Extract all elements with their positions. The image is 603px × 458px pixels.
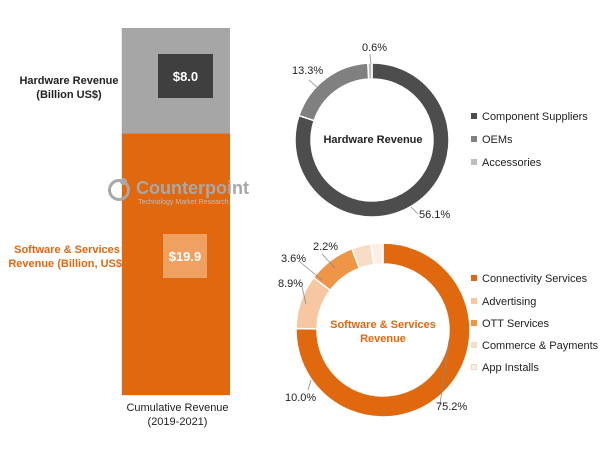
software-slice-app-installs	[370, 242, 384, 266]
legend-label: App Installs	[482, 362, 539, 374]
sw-pct-advertising: 10.0%	[285, 392, 317, 404]
sw-center-line2: Revenue	[360, 333, 406, 345]
x-label-line2: (2019-2021)	[147, 416, 208, 428]
legend-swatch	[471, 275, 477, 281]
hw-pct-accessories: 0.6%	[362, 42, 388, 54]
hardware-slice-component-suppliers	[294, 62, 450, 218]
hardware-slice-accessories	[367, 62, 373, 80]
hardware-value-label: $8.0	[158, 54, 213, 98]
legend-commerce-payments: Commerce & Payments	[471, 339, 598, 353]
legend-app-installs: App Installs	[471, 361, 539, 375]
legend-connectivity-services: Connectivity Services	[471, 272, 587, 286]
legend-oems: OEMs	[471, 133, 513, 147]
legend-label: Component Suppliers	[482, 111, 588, 123]
legend-swatch	[471, 320, 477, 326]
hardware-donut-center-label: Hardware Revenue	[323, 134, 423, 146]
brand-logo-dot	[120, 178, 127, 185]
software-label-line2: Revenue (Billion, US$)	[8, 258, 126, 270]
legend-label: OTT Services	[482, 318, 550, 330]
legend-swatch	[471, 159, 477, 165]
x-label-line1: Cumulative Revenue	[126, 402, 229, 414]
legend-component-suppliers: Component Suppliers	[471, 110, 588, 124]
sw-leader-advertising	[307, 379, 312, 391]
sw-leader-commerce	[299, 261, 323, 281]
legend-label: Commerce & Payments	[482, 340, 599, 352]
legend-label: OEMs	[482, 134, 513, 146]
sw-center-line1: Software & Services	[330, 319, 436, 331]
hw-leader-component	[410, 206, 419, 215]
sw-leader-connectivity	[439, 339, 450, 405]
sw-leader-app-installs	[321, 253, 336, 269]
legend-swatch	[471, 113, 477, 119]
hw-pct-component-suppliers: 56.1%	[419, 209, 451, 221]
hw-leader-accessories	[369, 53, 372, 65]
legend-swatch	[471, 298, 477, 304]
hw-pct-oems: 13.3%	[292, 65, 324, 77]
hardware-donut	[294, 62, 450, 218]
brand-tagline: Technology Market Research	[138, 199, 229, 206]
software-donut-center-label: Software & Services Revenue	[318, 318, 448, 346]
legend-ott-services: OTT Services	[471, 317, 549, 331]
hardware-label-line2: (Billion US$)	[36, 89, 102, 101]
legend-label: Accessories	[482, 157, 542, 169]
stacked-bar	[122, 28, 230, 395]
sw-leader-ott	[301, 286, 307, 305]
sw-pct-connectivity: 75.2%	[436, 401, 468, 413]
legend-label: Connectivity Services	[482, 273, 588, 285]
brand-logo-icon	[108, 179, 130, 201]
brand-name: Counterpoint	[136, 178, 249, 198]
software-revenue-label: Software & Services Revenue (Billion, US…	[2, 243, 132, 271]
hardware-label-line1: Hardware Revenue	[19, 75, 119, 87]
hardware-revenue-label: Hardware Revenue (Billion US$)	[14, 74, 124, 102]
legend-advertising: Advertising	[471, 295, 536, 309]
sw-pct-ott: 8.9%	[278, 278, 304, 290]
legend-swatch	[471, 364, 477, 370]
legend-label: Advertising	[482, 296, 537, 308]
sw-pct-commerce: 3.6%	[281, 253, 307, 265]
software-label-line1: Software & Services	[14, 244, 120, 256]
hw-leader-oems	[308, 79, 319, 89]
legend-swatch	[471, 342, 477, 348]
legend-accessories: Accessories	[471, 156, 541, 170]
software-value-label: $19.9	[163, 234, 207, 278]
software-slice-connectivity-services	[295, 242, 471, 418]
software-donut	[295, 242, 471, 418]
legend-swatch	[471, 136, 477, 142]
bar-x-label: Cumulative Revenue (2019-2021)	[110, 401, 245, 429]
sw-pct-app-installs: 2.2%	[313, 241, 339, 253]
